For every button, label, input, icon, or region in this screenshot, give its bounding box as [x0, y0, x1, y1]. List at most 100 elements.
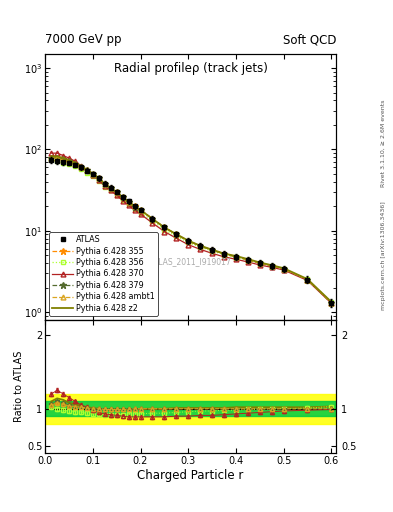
Pythia 6.428 370	[67, 155, 72, 161]
Pythia 6.428 356	[186, 239, 191, 245]
Pythia 6.428 z2	[269, 262, 274, 268]
Pythia 6.428 356	[90, 174, 95, 180]
Pythia 6.428 355	[222, 251, 226, 257]
Pythia 6.428 z2	[73, 160, 77, 166]
Pythia 6.428 355	[174, 231, 179, 238]
Pythia 6.428 379	[126, 199, 131, 205]
Pythia 6.428 z2	[90, 170, 95, 177]
Pythia 6.428 355	[132, 203, 137, 209]
Pythia 6.428 z2	[85, 167, 90, 173]
Pythia 6.428 379	[233, 253, 238, 260]
Pythia 6.428 z2	[132, 204, 137, 210]
Pythia 6.428 355	[198, 243, 202, 249]
Pythia 6.428 355	[103, 181, 107, 187]
Pythia 6.428 355	[162, 224, 167, 230]
Pythia 6.428 355	[257, 260, 262, 266]
Pythia 6.428 356	[108, 187, 113, 194]
Pythia 6.428 356	[55, 158, 59, 164]
Pythia 6.428 355	[150, 216, 155, 222]
Line: Pythia 6.428 ambt1: Pythia 6.428 ambt1	[49, 156, 334, 305]
Pythia 6.428 370	[305, 278, 310, 284]
Pythia 6.428 379	[79, 164, 83, 170]
Line: Pythia 6.428 356: Pythia 6.428 356	[49, 157, 334, 304]
Pythia 6.428 379	[90, 171, 95, 177]
Pythia 6.428 356	[222, 251, 226, 258]
Pythia 6.428 ambt1	[73, 161, 77, 167]
Pythia 6.428 356	[233, 254, 238, 261]
Pythia 6.428 ambt1	[126, 199, 131, 205]
Text: mcplots.cern.ch [arXiv:1306.3436]: mcplots.cern.ch [arXiv:1306.3436]	[381, 202, 386, 310]
Pythia 6.428 370	[174, 235, 179, 241]
Pythia 6.428 355	[97, 175, 101, 181]
Pythia 6.428 379	[49, 155, 54, 161]
Pythia 6.428 370	[90, 172, 95, 178]
Pythia 6.428 355	[90, 171, 95, 177]
Pythia 6.428 379	[67, 158, 72, 164]
Pythia 6.428 ambt1	[79, 164, 83, 170]
Pythia 6.428 355	[121, 194, 125, 200]
Pythia 6.428 z2	[210, 247, 215, 253]
Pythia 6.428 ambt1	[150, 216, 155, 222]
Pythia 6.428 355	[108, 185, 113, 191]
Pythia 6.428 355	[281, 266, 286, 272]
Pythia 6.428 355	[67, 159, 72, 165]
Pythia 6.428 379	[55, 155, 59, 161]
Pythia 6.428 356	[61, 160, 66, 166]
Pythia 6.428 z2	[79, 163, 83, 169]
Pythia 6.428 ambt1	[61, 157, 66, 163]
Pythia 6.428 370	[85, 167, 90, 173]
Line: Pythia 6.428 355: Pythia 6.428 355	[48, 155, 334, 306]
Pythia 6.428 355	[49, 155, 54, 161]
Pythia 6.428 370	[103, 183, 107, 189]
Pythia 6.428 ambt1	[162, 224, 167, 230]
Pythia 6.428 356	[150, 218, 155, 224]
Pythia 6.428 355	[61, 157, 66, 163]
Pythia 6.428 355	[55, 155, 59, 161]
Pythia 6.428 370	[97, 177, 101, 183]
Pythia 6.428 355	[126, 199, 131, 205]
Pythia 6.428 356	[210, 248, 215, 254]
Pythia 6.428 z2	[198, 243, 202, 249]
Legend: ATLAS, Pythia 6.428 355, Pythia 6.428 356, Pythia 6.428 370, Pythia 6.428 379, P: ATLAS, Pythia 6.428 355, Pythia 6.428 35…	[49, 232, 158, 316]
Pythia 6.428 379	[174, 231, 179, 238]
Pythia 6.428 379	[150, 216, 155, 222]
Pythia 6.428 379	[162, 224, 167, 230]
Pythia 6.428 355	[73, 161, 77, 167]
Pythia 6.428 ambt1	[138, 207, 143, 213]
Pythia 6.428 370	[49, 150, 54, 156]
Pythia 6.428 356	[246, 257, 250, 263]
Pythia 6.428 370	[281, 267, 286, 273]
Pythia 6.428 ambt1	[222, 251, 226, 257]
Y-axis label: Ratio to ATLAS: Ratio to ATLAS	[14, 351, 24, 422]
Pythia 6.428 370	[79, 163, 83, 169]
Pythia 6.428 ambt1	[246, 257, 250, 263]
Pythia 6.428 ambt1	[257, 260, 262, 266]
Pythia 6.428 370	[257, 262, 262, 268]
Text: Rivet 3.1.10, ≥ 2.6M events: Rivet 3.1.10, ≥ 2.6M events	[381, 100, 386, 187]
Pythia 6.428 ambt1	[186, 238, 191, 244]
Pythia 6.428 z2	[186, 238, 191, 244]
Pythia 6.428 370	[222, 254, 226, 260]
Pythia 6.428 z2	[305, 276, 310, 282]
Pythia 6.428 370	[55, 150, 59, 156]
Pythia 6.428 370	[269, 264, 274, 270]
Pythia 6.428 356	[329, 298, 334, 305]
Pythia 6.428 z2	[246, 256, 250, 262]
Pythia 6.428 z2	[162, 224, 167, 230]
Pythia 6.428 370	[329, 300, 334, 306]
Pythia 6.428 z2	[150, 216, 155, 222]
Pythia 6.428 379	[257, 260, 262, 266]
Line: Pythia 6.428 z2: Pythia 6.428 z2	[51, 156, 331, 302]
Pythia 6.428 379	[108, 185, 113, 191]
Text: 7000 GeV pp: 7000 GeV pp	[45, 33, 122, 46]
Pythia 6.428 379	[97, 175, 101, 181]
Pythia 6.428 356	[73, 163, 77, 169]
Pythia 6.428 370	[233, 256, 238, 262]
Pythia 6.428 ambt1	[210, 247, 215, 253]
Pythia 6.428 ambt1	[132, 203, 137, 209]
Pythia 6.428 379	[198, 243, 202, 249]
Pythia 6.428 ambt1	[108, 185, 113, 191]
Pythia 6.428 356	[114, 192, 119, 198]
Pythia 6.428 ambt1	[233, 253, 238, 260]
Pythia 6.428 379	[210, 247, 215, 253]
